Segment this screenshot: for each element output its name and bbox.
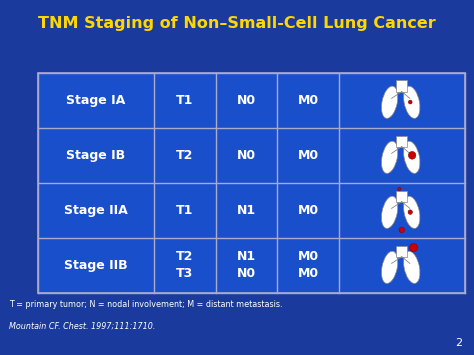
Text: T1: T1: [176, 94, 193, 107]
FancyBboxPatch shape: [396, 136, 407, 147]
Ellipse shape: [382, 141, 398, 173]
Text: Mountain CF. Chest. 1997;111:1710.: Mountain CF. Chest. 1997;111:1710.: [9, 321, 156, 330]
Ellipse shape: [410, 244, 418, 252]
Text: N1
N0: N1 N0: [237, 250, 256, 280]
Ellipse shape: [409, 100, 412, 104]
Ellipse shape: [404, 141, 420, 173]
FancyBboxPatch shape: [38, 73, 465, 293]
Ellipse shape: [404, 251, 420, 283]
Text: Stage IA: Stage IA: [66, 94, 126, 107]
Text: Stage IIB: Stage IIB: [64, 259, 128, 272]
Ellipse shape: [404, 196, 420, 228]
FancyBboxPatch shape: [396, 246, 407, 257]
Text: T2
T3: T2 T3: [176, 250, 193, 280]
Text: N0: N0: [237, 149, 256, 162]
Text: M0
M0: M0 M0: [298, 250, 319, 280]
Ellipse shape: [382, 86, 398, 118]
Text: Stage IB: Stage IB: [66, 149, 126, 162]
Text: M0: M0: [298, 94, 319, 107]
Ellipse shape: [398, 187, 401, 191]
Text: Stage IIA: Stage IIA: [64, 204, 128, 217]
Text: N1: N1: [237, 204, 256, 217]
Text: T1: T1: [176, 204, 193, 217]
Text: 2: 2: [455, 338, 462, 348]
Ellipse shape: [382, 251, 398, 283]
Text: TNM Staging of Non–Small-Cell Lung Cancer: TNM Staging of Non–Small-Cell Lung Cance…: [38, 16, 436, 31]
FancyBboxPatch shape: [396, 191, 407, 202]
Text: M0: M0: [298, 149, 319, 162]
Text: T = primary tumor; N = nodal involvement; M = distant metastasis.: T = primary tumor; N = nodal involvement…: [9, 300, 283, 309]
Ellipse shape: [399, 227, 404, 233]
Text: M0: M0: [298, 204, 319, 217]
Ellipse shape: [382, 196, 398, 228]
FancyBboxPatch shape: [396, 81, 407, 92]
Ellipse shape: [404, 86, 420, 118]
Text: N0: N0: [237, 94, 256, 107]
Ellipse shape: [408, 210, 412, 214]
Ellipse shape: [409, 152, 416, 159]
Text: T2: T2: [176, 149, 193, 162]
